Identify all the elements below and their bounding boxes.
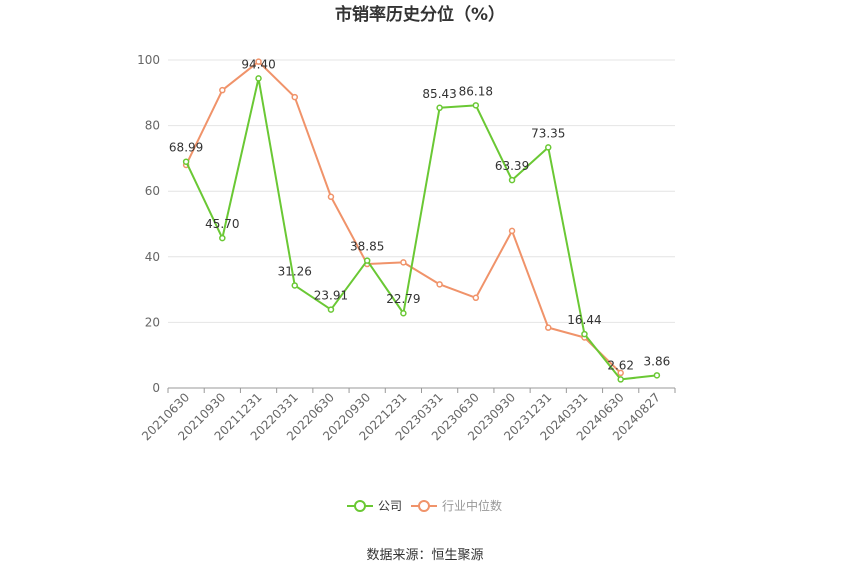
y-tick-label: 100 (137, 53, 160, 67)
company-point[interactable] (545, 144, 552, 151)
industry-median-point[interactable] (508, 227, 516, 235)
grid-lines (168, 59, 675, 323)
data-label: 73.35 (531, 126, 565, 140)
legend-item-company[interactable]: 公司 (347, 499, 402, 513)
legend: 公司 行业中位数 (347, 498, 502, 513)
y-axis-ticks: 0 20 40 60 80 100 (137, 53, 160, 395)
data-label: 31.26 (278, 264, 312, 278)
y-tick-label: 60 (145, 184, 160, 198)
data-label: 45.70 (205, 217, 239, 231)
legend-industry-label: 行业中位数 (442, 498, 502, 513)
data-label: 23.91 (314, 289, 348, 303)
y-tick-label: 80 (145, 119, 160, 133)
company-point[interactable] (327, 306, 335, 313)
company-point[interactable] (472, 102, 480, 109)
data-label: 16.44 (567, 313, 601, 327)
data-label: 86.18 (459, 84, 493, 98)
company-point[interactable] (653, 372, 661, 379)
company-point[interactable] (363, 257, 371, 264)
company-point[interactable] (182, 158, 190, 165)
company-point[interactable] (400, 309, 407, 317)
series-company (182, 75, 661, 383)
data-label: 22.79 (386, 292, 420, 306)
industry-median-point[interactable] (545, 324, 552, 331)
company-point[interactable] (255, 75, 262, 82)
company-point[interactable] (436, 104, 443, 112)
company-point[interactable] (581, 330, 588, 338)
company-point[interactable] (291, 282, 298, 289)
y-tick-label: 0 (152, 381, 160, 395)
data-label: 63.39 (495, 159, 529, 173)
industry-median-point[interactable] (219, 86, 226, 94)
industry-median-point[interactable] (436, 281, 443, 288)
legend-company-marker-icon (354, 500, 366, 512)
data-label: 68.99 (169, 141, 203, 155)
chart-title: 市销率历史分位（%） (335, 4, 505, 25)
industry-median-point[interactable] (617, 369, 624, 377)
data-label: 2.62 (607, 358, 634, 372)
legend-industry-marker-icon (418, 500, 430, 512)
series-industry-median (182, 58, 624, 377)
legend-company-label: 公司 (378, 499, 402, 513)
data-source: 数据来源：恒生聚源 (366, 548, 483, 563)
x-axis: 2021063020210930202112312022033120220630… (139, 387, 676, 443)
company-point[interactable] (508, 176, 516, 184)
data-label: 94.40 (241, 57, 275, 71)
industry-median-point[interactable] (255, 58, 262, 65)
company-point[interactable] (219, 234, 226, 242)
data-label: 85.43 (422, 87, 456, 101)
legend-item-industry-median[interactable]: 行业中位数 (411, 498, 502, 513)
company-point[interactable] (617, 376, 624, 383)
industry-median-point[interactable] (400, 259, 407, 266)
data-label: 3.86 (644, 354, 671, 368)
y-tick-label: 40 (145, 250, 160, 264)
company-line (185, 77, 658, 381)
data-label: 38.85 (350, 240, 384, 254)
industry-median-point[interactable] (472, 294, 480, 302)
industry-median-point[interactable] (327, 193, 335, 201)
industry-median-point[interactable] (291, 93, 298, 101)
y-tick-label: 20 (145, 315, 160, 329)
